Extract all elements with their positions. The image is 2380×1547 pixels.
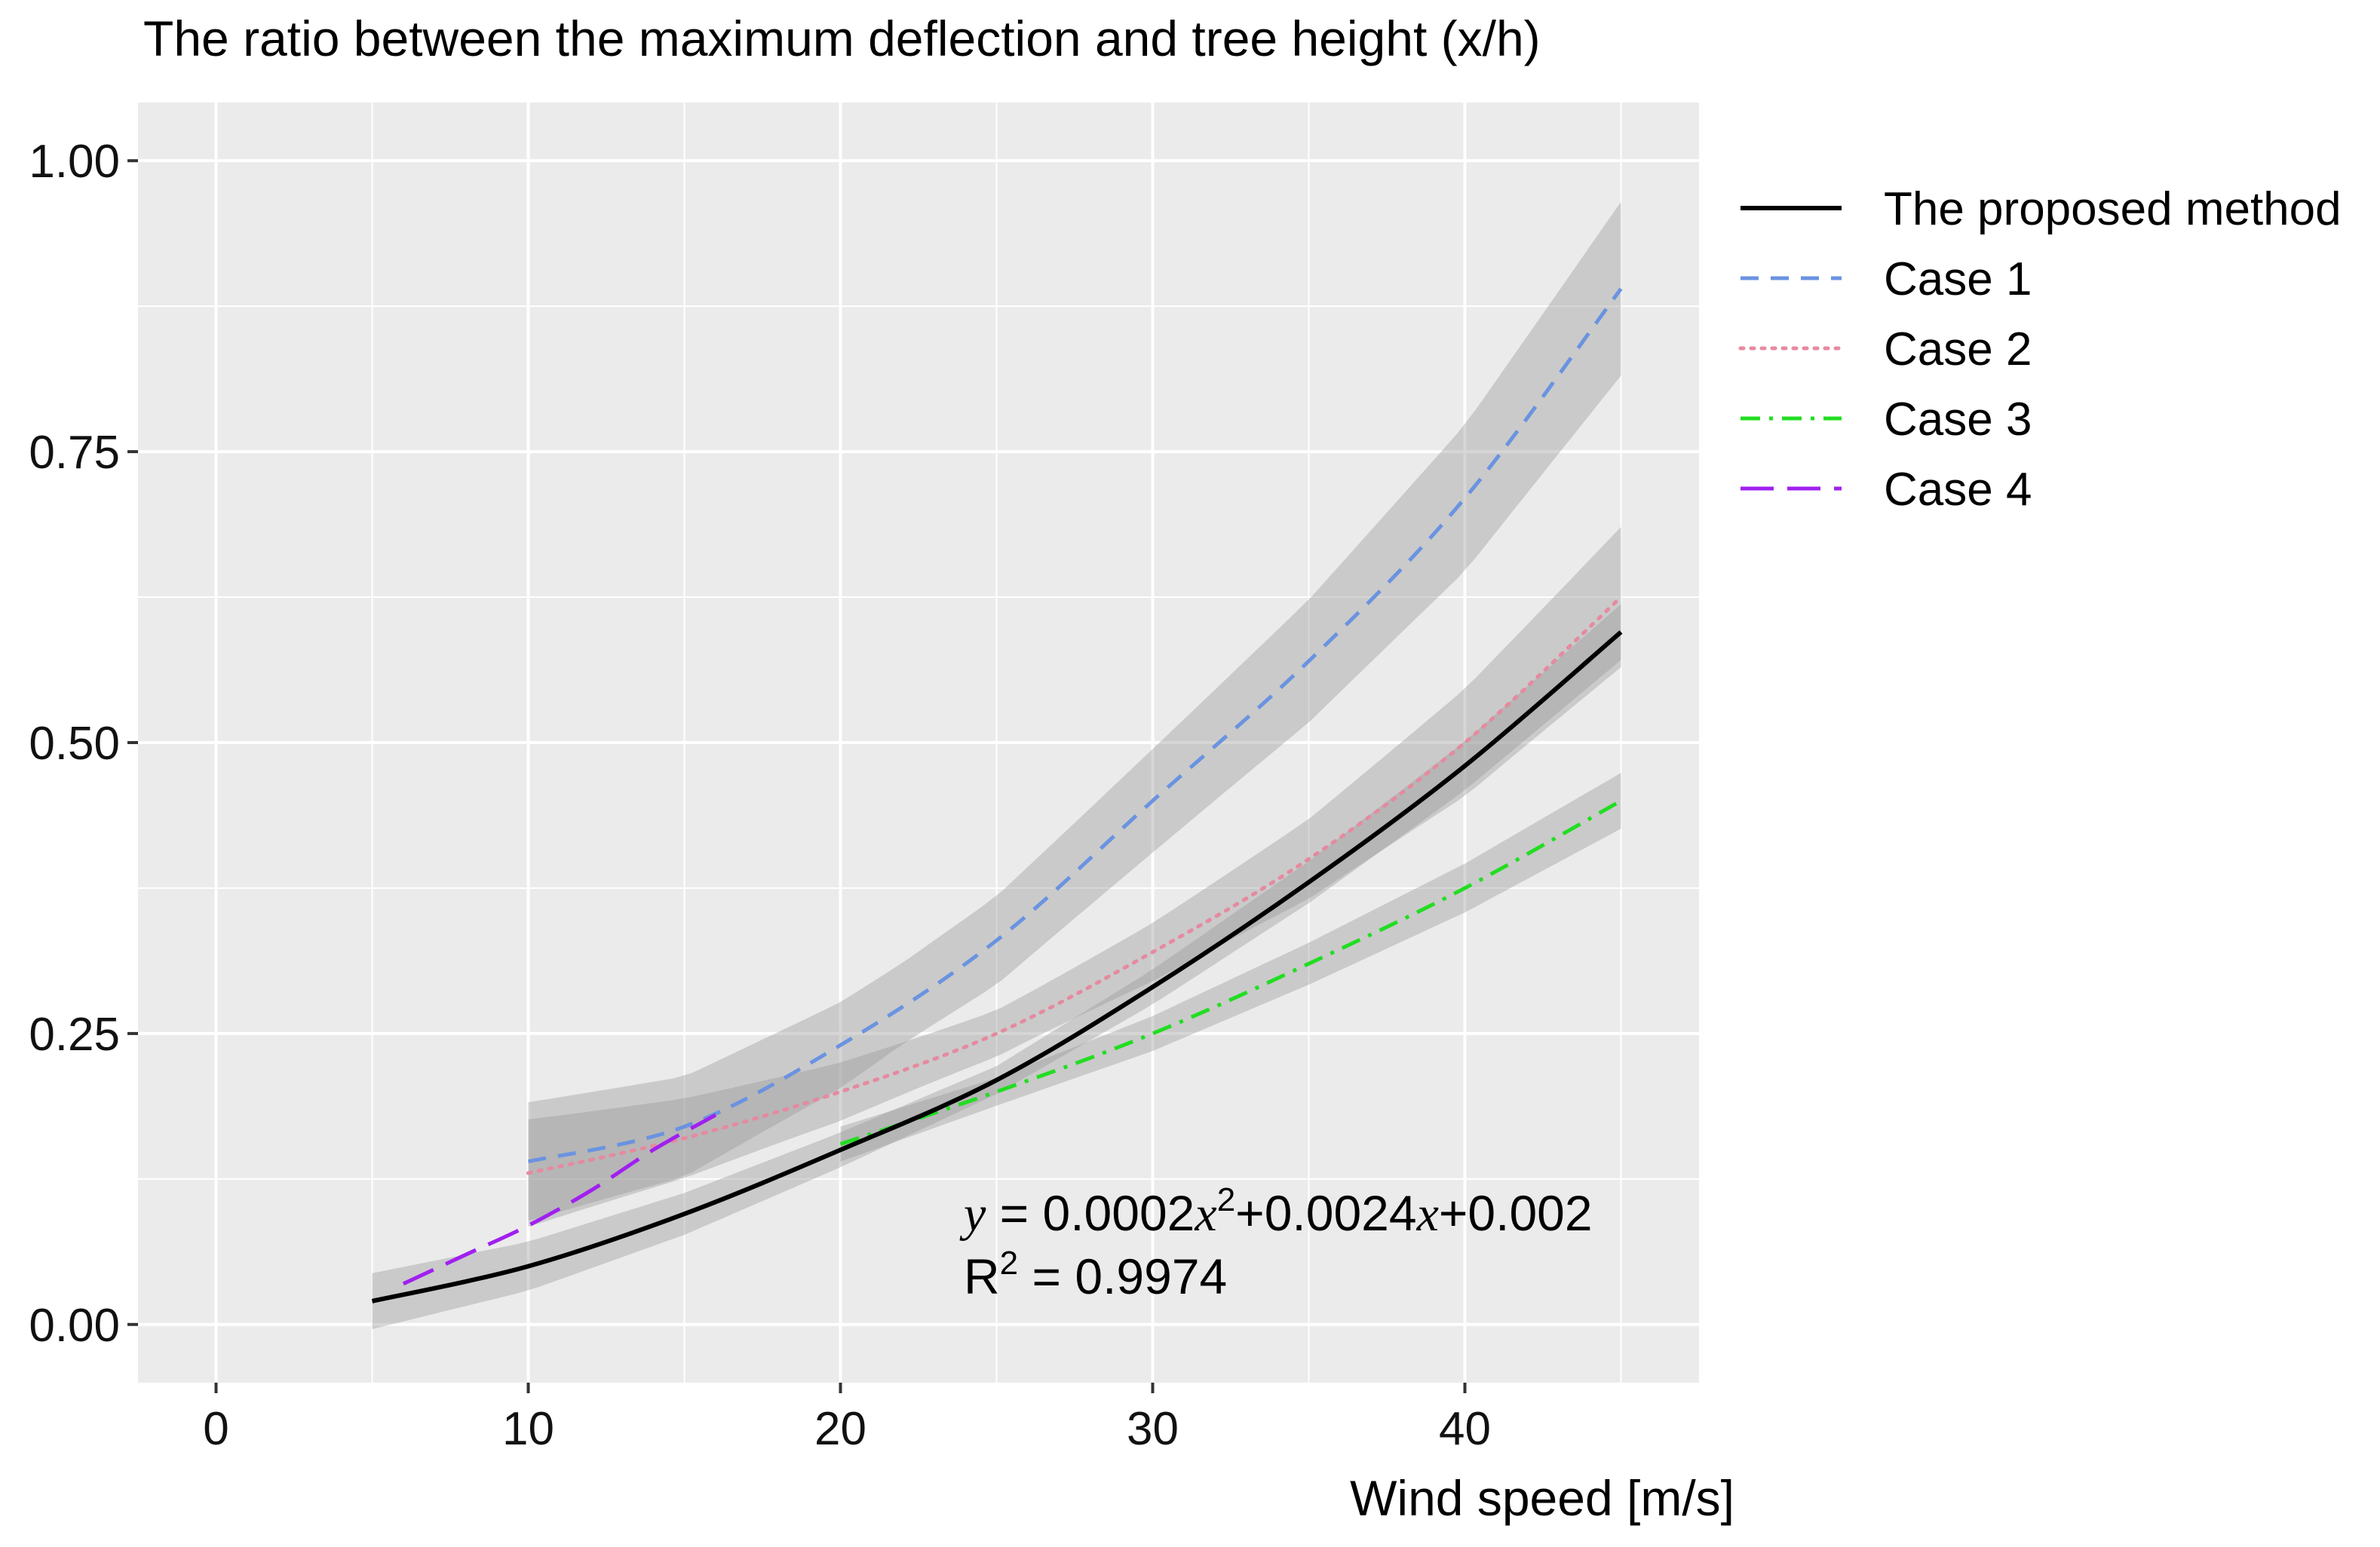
confidence-bands <box>372 201 1621 1329</box>
equation-sup: 2 <box>1217 1181 1235 1218</box>
equation-annotation: y = 0.0002x2+0.0024x+0.002 R2 = 0.9974 <box>959 1181 1593 1304</box>
x-tick-label: 10 <box>502 1403 554 1455</box>
legend-label: Case 1 <box>1884 253 2032 305</box>
equation-x-var-1: x <box>1194 1187 1216 1242</box>
legend-label: Case 3 <box>1884 394 2032 446</box>
equation-tail: +0.002 <box>1439 1185 1593 1241</box>
equation-y-var: y <box>959 1187 986 1242</box>
series-line <box>371 630 1623 1303</box>
x-axis-label: Wind speed [m/s] <box>1350 1470 1734 1526</box>
y-tick-label: 1.00 <box>29 136 120 188</box>
series-lines <box>371 287 1623 1303</box>
gridlines <box>138 103 1699 1383</box>
axes: 0.00 0.25 0.50 0.75 1.00 0 10 20 30 40 <box>29 136 1491 1455</box>
legend: The proposed method Case 1 Case 2 Case 3 Cas… <box>1738 183 2342 516</box>
series-line <box>527 287 1623 1164</box>
confidence-band <box>840 773 1621 1162</box>
r-squared-sup: 2 <box>1000 1245 1018 1282</box>
equation-mid: +0.0024 <box>1235 1185 1416 1241</box>
y-tick-label: 0.50 <box>29 718 120 770</box>
legend-label: Case 4 <box>1884 464 2032 516</box>
x-tick-label: 0 <box>203 1403 228 1455</box>
equation-eq: = 0.0002 <box>986 1185 1195 1241</box>
y-tick-label: 0.25 <box>29 1009 120 1061</box>
x-tick-label: 30 <box>1127 1403 1179 1455</box>
y-tick-label: 0.75 <box>29 427 120 479</box>
series-line <box>526 595 1623 1175</box>
x-tick-label: 20 <box>814 1403 866 1455</box>
equation-text: y = 0.0002x2+0.0024x+0.002 <box>959 1181 1593 1242</box>
legend-label: Case 2 <box>1884 323 2032 375</box>
y-tick-label: 0.00 <box>29 1300 120 1352</box>
r-squared-value: = 0.9974 <box>1018 1248 1227 1304</box>
plot-panel <box>138 103 1699 1383</box>
x-tick-label: 40 <box>1439 1403 1491 1455</box>
chart-title: The ratio between the maximum deflection… <box>143 11 1541 66</box>
series-line <box>402 1113 717 1286</box>
confidence-band <box>528 527 1621 1227</box>
confidence-band <box>528 201 1621 1221</box>
r-squared-text: R2 = 0.9974 <box>964 1245 1227 1304</box>
equation-x-var-2: x <box>1416 1187 1439 1242</box>
r-squared-r: R <box>964 1248 1000 1304</box>
confidence-band <box>372 604 1621 1329</box>
series-line <box>839 799 1622 1146</box>
legend-label: The proposed method <box>1884 183 2342 235</box>
